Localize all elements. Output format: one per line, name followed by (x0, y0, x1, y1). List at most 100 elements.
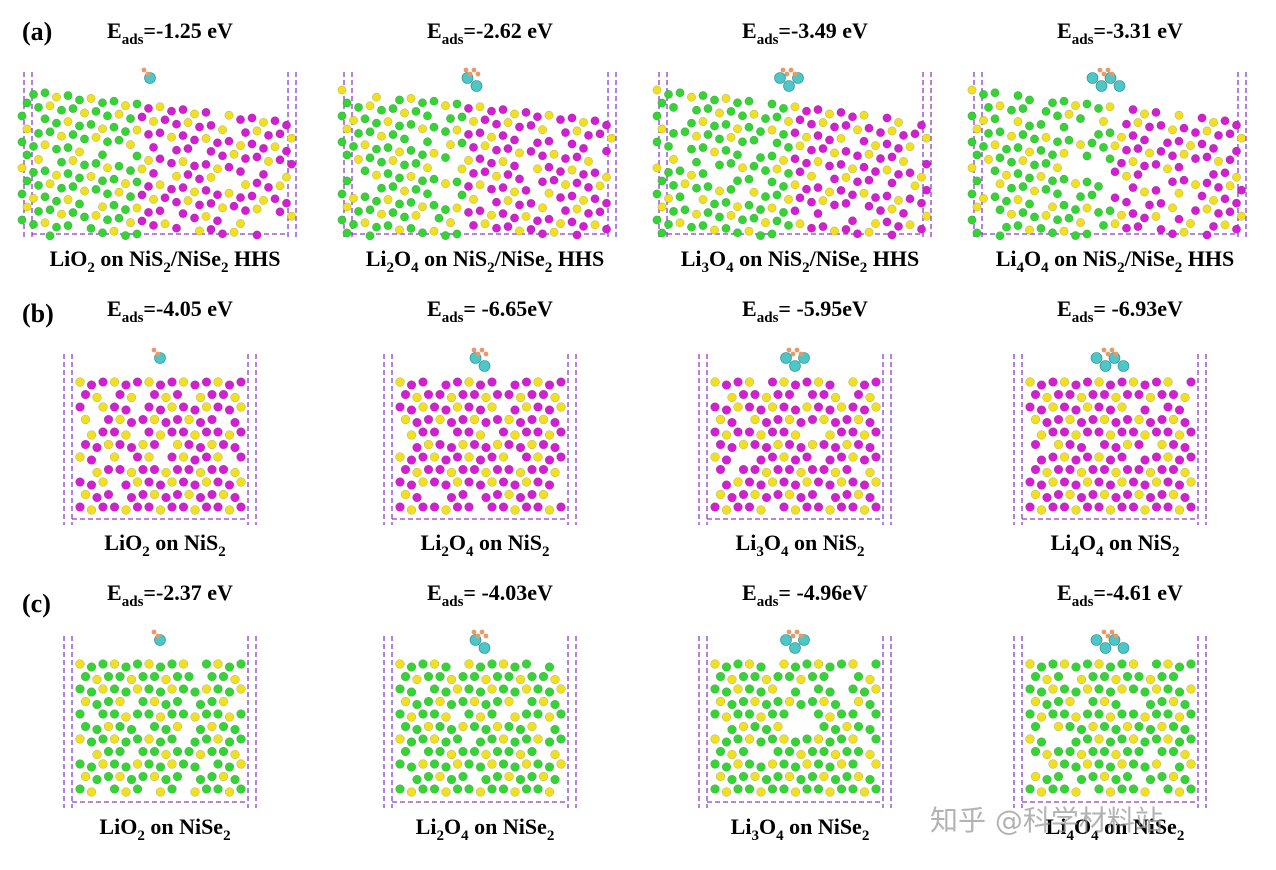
atom (1025, 684, 1035, 694)
atom (172, 671, 183, 682)
atom (423, 721, 434, 732)
atom (1007, 183, 1016, 193)
atom (1048, 150, 1057, 160)
atom (750, 439, 760, 450)
atom (767, 784, 778, 794)
atom (1105, 712, 1116, 722)
atom (967, 111, 977, 121)
atom (458, 439, 468, 450)
atom (383, 195, 393, 205)
atom (1156, 198, 1166, 208)
atom (481, 699, 491, 710)
atom (710, 502, 720, 512)
atom (853, 696, 864, 707)
caption-subscript: 2 (1117, 260, 1125, 276)
atom (17, 137, 27, 147)
atom (842, 771, 852, 782)
atom (1088, 746, 1098, 757)
atom (1025, 225, 1034, 235)
atom (761, 417, 772, 428)
atom (464, 684, 474, 694)
atom (715, 696, 726, 707)
atom (458, 489, 468, 500)
atom (1094, 181, 1103, 191)
atom (429, 684, 440, 694)
atom (161, 749, 171, 760)
caption-subscript: 4 (1066, 828, 1074, 844)
atom (91, 210, 101, 220)
caption-text: on NiS (419, 246, 487, 271)
atom (121, 231, 130, 241)
atom (825, 737, 835, 747)
atom (241, 206, 250, 216)
atom (561, 206, 570, 216)
atom (1002, 196, 1011, 206)
atom (1110, 219, 1120, 229)
atom (372, 144, 381, 154)
atom (155, 687, 166, 697)
atom (487, 477, 497, 487)
atom (342, 202, 352, 212)
energy-symbol: E (742, 296, 757, 321)
atom (1134, 721, 1144, 732)
atom (744, 759, 755, 769)
atom (871, 402, 881, 412)
atom (103, 189, 112, 199)
atom (556, 759, 566, 769)
atom (400, 389, 411, 400)
atom (727, 699, 737, 710)
atom (1117, 659, 1127, 669)
o-atom (786, 629, 792, 635)
atom (195, 699, 206, 710)
atom (790, 154, 800, 164)
atom (1232, 146, 1241, 156)
adsorption-energy: Eads=-4.61 eV (1057, 580, 1183, 610)
atom (144, 452, 154, 462)
atom (984, 128, 993, 138)
atom (819, 439, 829, 450)
atom (287, 211, 296, 221)
atom (98, 202, 107, 212)
atom (224, 737, 235, 747)
atom (80, 389, 91, 400)
caption-subscript: 2 (857, 544, 865, 560)
atom (1013, 195, 1023, 205)
atom (492, 119, 501, 129)
atom (270, 194, 280, 204)
atom (80, 671, 91, 682)
atom (544, 188, 554, 198)
atom (1071, 737, 1081, 747)
atom (784, 116, 793, 126)
atom (487, 158, 496, 168)
atom (452, 402, 463, 412)
o-atom (786, 347, 792, 353)
atom (848, 112, 857, 122)
o-atom (790, 351, 796, 357)
atom (1174, 662, 1185, 672)
caption-text: on NiS (150, 530, 218, 555)
caption-subscript: 2 (545, 260, 553, 276)
atom (836, 107, 846, 117)
atom (1059, 96, 1069, 106)
atom (218, 125, 227, 135)
atom (149, 168, 158, 178)
atom (1065, 696, 1075, 707)
atom (121, 380, 131, 390)
caption-subscript: 2 (137, 828, 145, 844)
atom (1174, 214, 1184, 224)
atom (761, 674, 772, 685)
atom (429, 784, 440, 794)
atom (92, 774, 102, 785)
atom (109, 452, 120, 462)
atom (22, 150, 32, 160)
atom (155, 128, 165, 138)
atom (756, 205, 765, 215)
atom (1186, 684, 1196, 694)
atom (418, 502, 428, 512)
atom (567, 217, 577, 227)
atom (498, 477, 509, 487)
atom (917, 224, 926, 234)
atom (842, 746, 852, 757)
atom (406, 505, 417, 515)
